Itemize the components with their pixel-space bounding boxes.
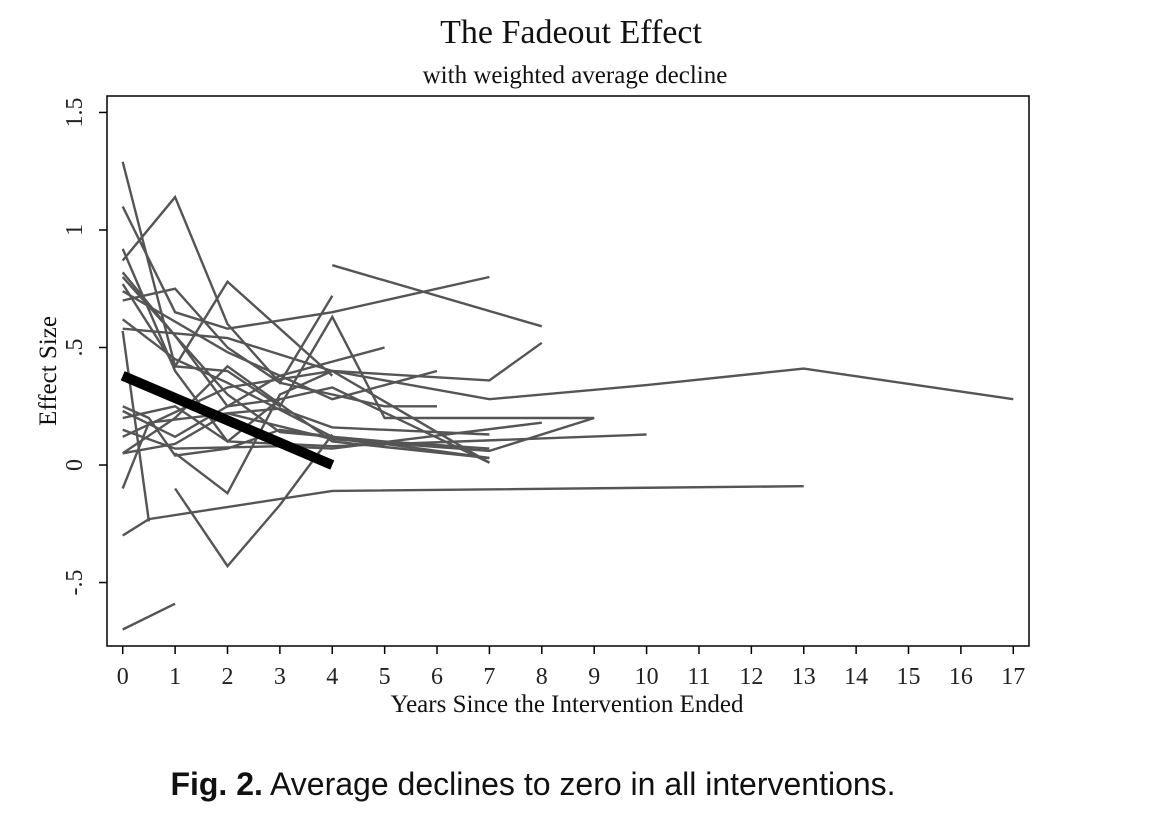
x-tick-label: 4 xyxy=(326,664,338,690)
series-line-23 xyxy=(174,369,491,496)
average-decline-layer xyxy=(120,371,335,470)
x-tick-label: 0 xyxy=(117,664,129,690)
series-line-2 xyxy=(122,602,176,631)
x-tick-label: 9 xyxy=(588,664,600,690)
chart-subtitle: with weighted average decline xyxy=(423,62,728,89)
figure-caption-label: Fig. 2. xyxy=(170,766,263,802)
series-line-24 xyxy=(121,318,385,448)
x-tick-label: 15 xyxy=(897,664,921,690)
x-tick-label: 5 xyxy=(379,664,391,690)
series-lines xyxy=(121,161,1014,631)
y-tick-label: .5 xyxy=(62,339,88,357)
x-tick-label: 7 xyxy=(483,664,495,690)
series-line-7 xyxy=(121,194,334,385)
y-tick-label: -.5 xyxy=(62,570,88,596)
series-line-17 xyxy=(121,330,151,522)
series-line-1 xyxy=(122,485,804,537)
x-tick-label: 1 xyxy=(169,664,181,690)
x-tick-label: 12 xyxy=(739,664,763,690)
weighted-average-decline-line xyxy=(120,371,335,470)
x-tick-label: 14 xyxy=(844,664,868,690)
series-line-20 xyxy=(122,290,438,401)
chart-title: The Fadeout Effect xyxy=(440,14,702,51)
y-tick-label: 0 xyxy=(62,459,88,471)
fadeout-chart: The Fadeout Effect with weighted average… xyxy=(35,14,1030,718)
series-line-9 xyxy=(122,287,437,408)
series-line-25 xyxy=(121,276,490,450)
figure-caption-text: Average declines to zero in all interven… xyxy=(270,766,896,802)
series-line-3 xyxy=(174,433,334,569)
x-tick-label: 13 xyxy=(792,664,816,690)
x-tick-label: 8 xyxy=(536,664,548,690)
series-line-22 xyxy=(121,248,490,464)
series-line-13 xyxy=(122,327,543,382)
x-axis-label: Years Since the Intervention Ended xyxy=(391,691,744,718)
series-line-21 xyxy=(122,364,490,460)
series-line-14 xyxy=(121,412,595,489)
series-line-10 xyxy=(121,205,490,330)
series-line-6 xyxy=(121,283,595,420)
x-tick-label: 3 xyxy=(274,664,286,690)
y-axis-label: Effect Size xyxy=(35,316,62,426)
y-axis: -.5 0 .5 1 1.5 xyxy=(62,98,107,596)
x-tick-label: 10 xyxy=(635,664,659,690)
series-line-8 xyxy=(121,161,334,377)
x-tick-label: 6 xyxy=(431,664,443,690)
plot-area-frame xyxy=(106,95,1030,647)
series-line-16 xyxy=(122,407,490,455)
figure-caption: Fig. 2. Average declines to zero in all … xyxy=(0,766,1066,803)
x-tick-label: 16 xyxy=(949,664,973,690)
y-tick-label: 1 xyxy=(62,224,88,236)
series-line-4 xyxy=(122,367,1014,438)
x-tick-label: 11 xyxy=(687,664,710,690)
x-tick-label: 17 xyxy=(1001,664,1025,690)
series-line-5 xyxy=(331,264,543,328)
x-tick-label: 2 xyxy=(221,664,233,690)
x-axis: 0 1 2 3 4 5 6 7 8 9 10 11 12 13 14 15 16 17 xyxy=(117,646,1025,690)
y-tick-label: 1.5 xyxy=(62,98,88,128)
